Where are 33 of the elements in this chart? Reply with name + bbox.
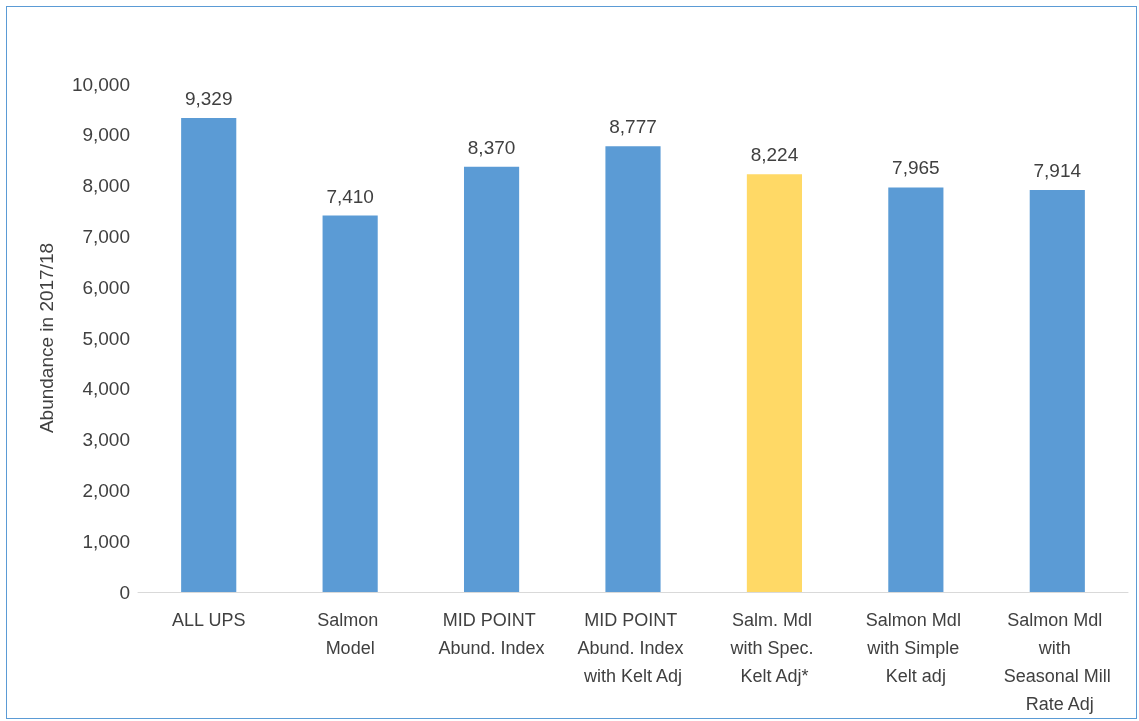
y-tick-label: 2,000 (82, 479, 130, 501)
y-tick-label: 4,000 (82, 378, 130, 400)
y-tick-label: 9,000 (82, 124, 130, 146)
data-label: 7,410 (326, 185, 374, 207)
y-tick-label: 0 (119, 581, 130, 603)
y-tick-label: 5,000 (82, 327, 130, 349)
bar (746, 174, 803, 592)
bar (322, 215, 378, 592)
x-tick-label: Salmon Mdl with Seasonal Mill Rate Adj (1003, 610, 1111, 714)
x-tick-label: Salmon Model (317, 610, 384, 658)
data-label: 9,329 (184, 88, 233, 110)
bar (181, 118, 237, 592)
y-tick-label: 3,000 (82, 429, 130, 451)
y-tick-label: 8,000 (82, 175, 130, 197)
bar (888, 187, 944, 592)
x-tick-label: ALL UPS (172, 610, 246, 630)
data-label: 7,965 (892, 157, 940, 179)
data-label: 8,370 (467, 136, 516, 158)
x-tick-label: MID POINT Abund. Index (438, 610, 545, 658)
x-tick-label: MID POINT Abund. Index with Kelt Adj (577, 610, 689, 686)
data-label: 8,777 (609, 116, 657, 138)
data-label: 7,914 (1033, 159, 1082, 181)
y-tick-label: 1,000 (82, 530, 130, 552)
y-tick-label: 7,000 (82, 225, 130, 247)
data-label: 8,224 (750, 144, 799, 166)
y-tick-label: 10,000 (71, 73, 130, 95)
x-tick-label: Salm. Mdl with Spec. Kelt Adj* (729, 610, 819, 686)
x-tick-label: Salmon Mdl with Simple Kelt adj (865, 610, 966, 686)
y-axis-title: Abundance in 2017/18 (36, 242, 57, 434)
y-tick-label: 6,000 (82, 276, 130, 298)
bar (1029, 189, 1085, 592)
bar (463, 166, 520, 592)
bar (605, 146, 661, 592)
